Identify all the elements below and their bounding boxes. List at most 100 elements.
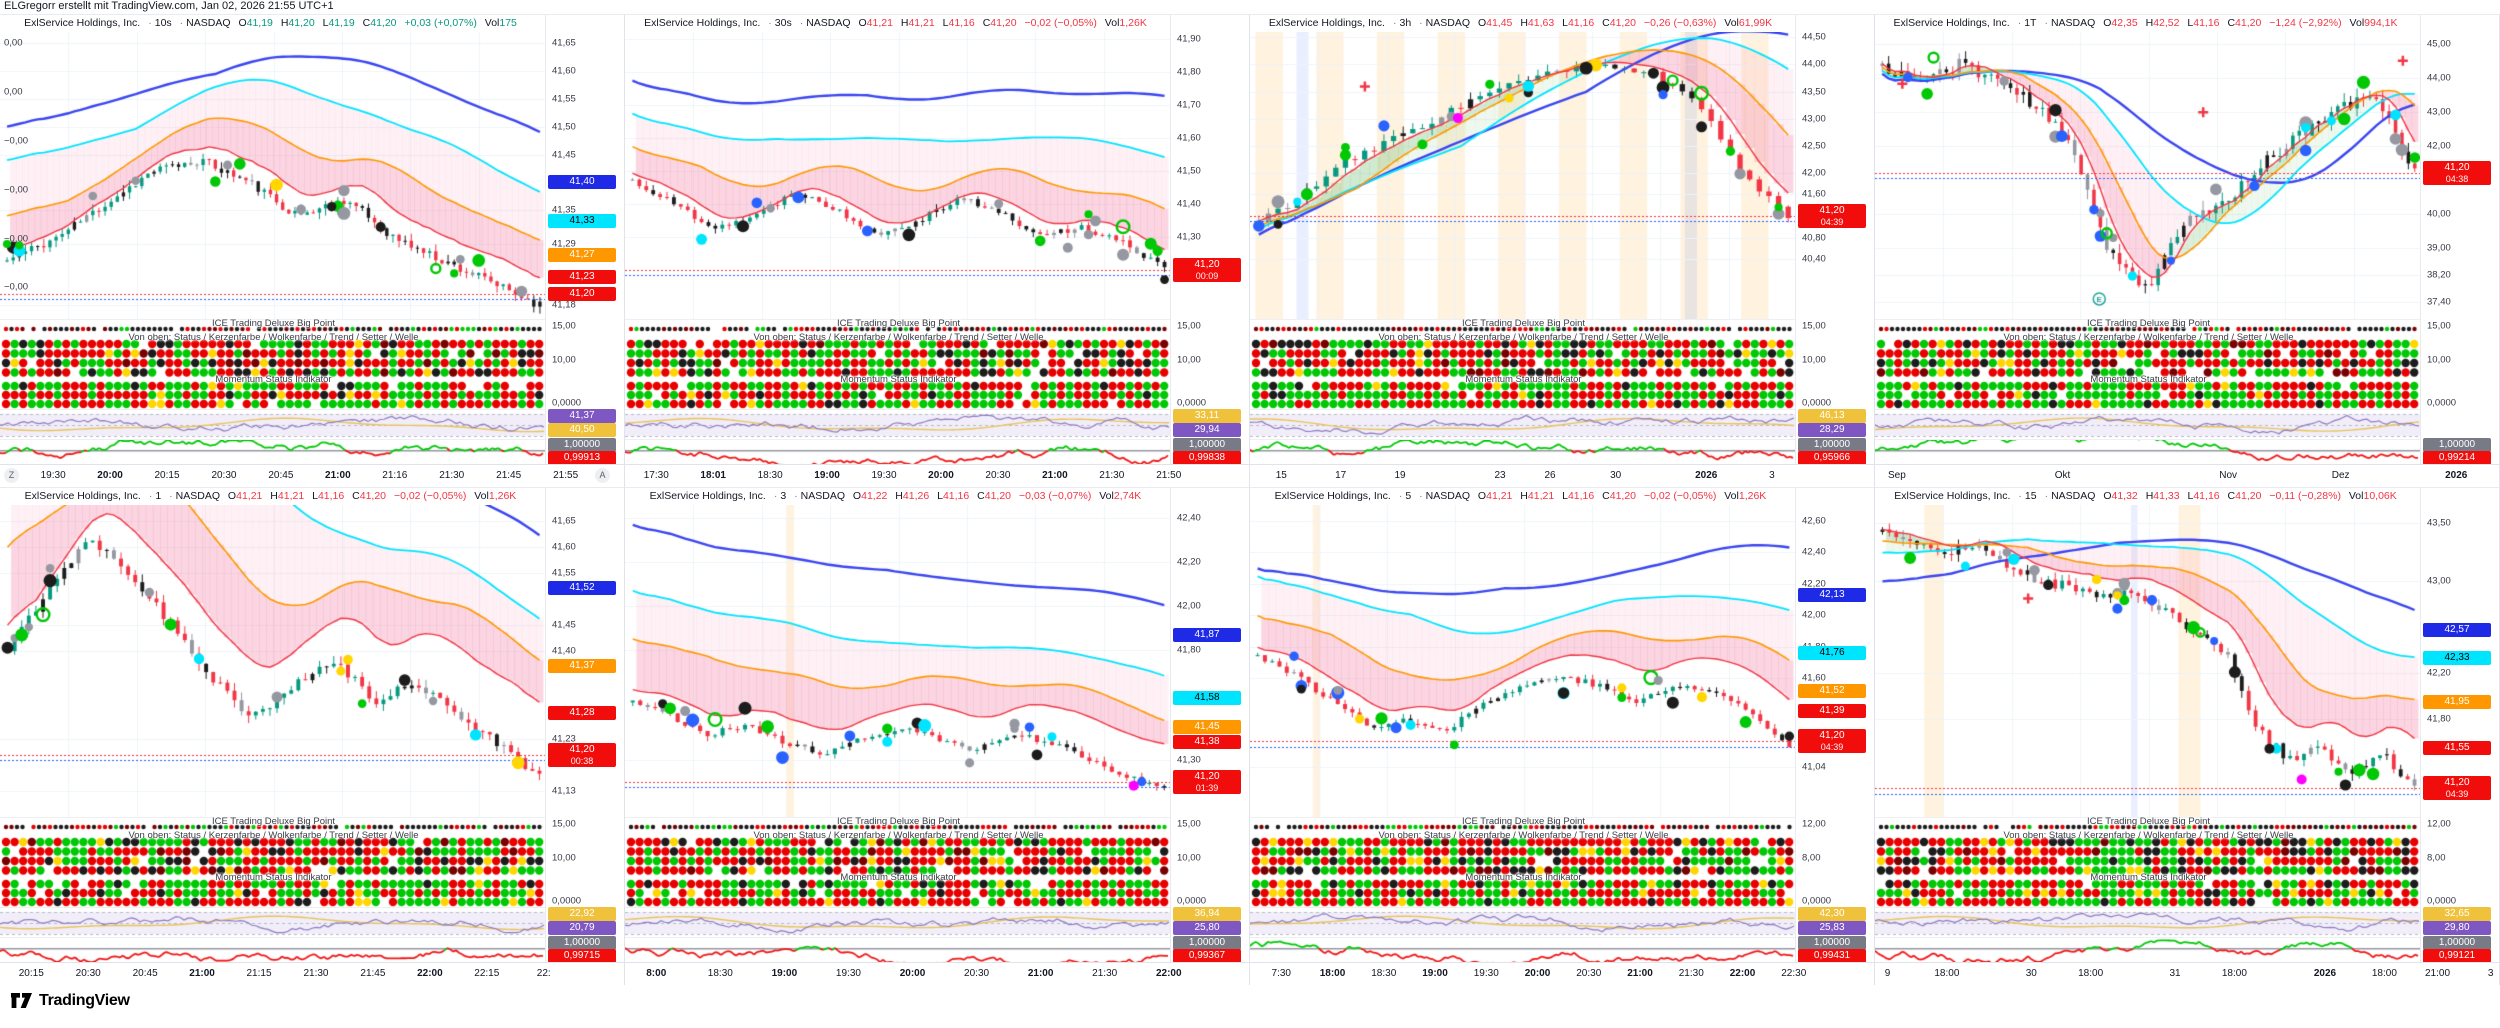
chart-legend[interactable]: ExlService Holdings, Inc. · 5 · NASDAQ O41,2… [1275, 490, 1772, 502]
chart-legend[interactable]: ExlService Holdings, Inc. · 1 · NASDAQ O41,2… [25, 490, 522, 502]
price-tick: 41,80 [2427, 713, 2451, 725]
band-oscillator-canvas[interactable] [1875, 409, 2422, 440]
indicator-tick: 0,0000 [552, 895, 582, 907]
timezone-button[interactable]: Z [4, 468, 19, 483]
price-scale[interactable]: 41,65 41,60 41,55 41,50 41,45 41,35 41,29 41,18… [545, 15, 624, 487]
line-oscillator-canvas[interactable] [1250, 937, 1797, 965]
chart-legend[interactable]: ExlService Holdings, Inc. · 30s · NASDAQ O41… [644, 17, 1152, 29]
price-badge-red: 41,39 [1798, 704, 1866, 719]
band-oscillator-canvas[interactable] [0, 409, 547, 440]
price-badge-red: 41,20 04:39 [1798, 729, 1866, 754]
high-value: 41,26 [902, 490, 930, 502]
chart-legend[interactable]: ExlService Holdings, Inc. · 15 · NASDAQ O41,… [1894, 490, 2402, 502]
band-oscillator-canvas[interactable] [1250, 907, 1797, 938]
time-scale[interactable]: 15 17 19 23 26 30 2026 3 [1250, 464, 1874, 487]
band-oscillator-canvas[interactable] [1250, 409, 1797, 440]
legend-separator: · [169, 490, 173, 502]
chart-legend[interactable]: ExlService Holdings, Inc. · 3h · NASDAQ O41,… [1269, 17, 1777, 29]
price-badge-label: 41,20 [569, 287, 595, 299]
time-tick: Okt [2054, 470, 2071, 481]
time-scale[interactable]: 19:30 20:00 20:15 20:30 20:45 21:00 21:16 21:30… [0, 464, 624, 487]
tradingview-logo[interactable]: TradingView [10, 990, 130, 1011]
footer-bar: TradingView [0, 985, 2500, 1028]
band-oscillator-canvas[interactable] [625, 907, 1172, 938]
line-oscillator-canvas[interactable] [0, 439, 547, 467]
indicator-tick: 0,0000 [2427, 895, 2457, 907]
time-scale[interactable]: 17:30 18:01 18:30 19:00 19:30 20:00 20:30 21:00… [625, 464, 1249, 487]
price-pane-canvas[interactable] [1875, 32, 2422, 319]
oscillator-badge-gray: 1,00000 [548, 936, 616, 950]
time-tick: 22:15 [474, 968, 500, 979]
price-scale[interactable]: 42,40 42,20 42,00 41,80 41,30 41,87 41,58 41,45… [1170, 488, 1249, 985]
close-value: 41,20 [370, 17, 397, 29]
chart-row-bottom: ExlService Holdings, Inc. · 1 · NASDAQ O41,2… [0, 487, 2500, 985]
price-tick: 41,80 [1177, 644, 1201, 656]
time-scale[interactable]: 8:00 18:30 19:00 19:30 20:00 20:30 21:00 21:30 2… [625, 962, 1249, 985]
price-pane-canvas[interactable] [0, 32, 547, 319]
time-tick: 2026 [2445, 470, 2468, 481]
line-oscillator-canvas[interactable] [0, 937, 547, 965]
indicator-dots-canvas[interactable] [1875, 319, 2422, 410]
price-pane-canvas[interactable] [625, 505, 1172, 817]
time-tick: 30 [2025, 968, 2037, 979]
chart-legend[interactable]: ExlService Holdings, Inc. · 1T · NASDAQ O42,… [1894, 17, 2403, 29]
price-scale[interactable]: 41,90 41,80 41,70 41,60 41,50 41,40 41,30 41,20… [1170, 15, 1249, 487]
price-pane-canvas[interactable] [1875, 505, 2422, 817]
left-axis-label: 0,00 [4, 86, 23, 98]
time-scale[interactable]: 7:30 18:00 18:30 19:00 19:30 20:00 20:30 21:00 2… [1250, 962, 1874, 985]
price-tick: 41,18 [552, 299, 576, 311]
price-tick: 41,50 [1177, 165, 1201, 177]
indicator-dots-canvas[interactable] [625, 319, 1172, 410]
price-badge-red: 41,20 00:38 [548, 742, 616, 767]
band-oscillator-canvas[interactable] [625, 409, 1172, 440]
indicator-title-big-point: ICE Trading Deluxe Big Point [2086, 318, 2211, 329]
price-scale[interactable]: 44,50 44,00 43,50 43,00 42,50 42,00 41,60 40,80… [1795, 15, 1874, 487]
indicator-tick: 12,00 [1802, 818, 1826, 830]
price-pane-canvas[interactable] [0, 505, 547, 817]
line-oscillator-canvas[interactable] [625, 937, 1172, 965]
price-scale[interactable]: 43,50 43,00 42,20 41,80 42,57 42,33 41,95 41,55… [2420, 488, 2499, 985]
time-tick: 3 [2487, 968, 2494, 979]
price-pane-canvas[interactable] [625, 32, 1172, 319]
price-pane-canvas[interactable] [1250, 32, 1797, 319]
legend-separator: · [1419, 490, 1423, 502]
close-value: 41,20 [359, 490, 387, 502]
price-tick: 41,60 [1802, 672, 1826, 684]
time-scale[interactable]: 20:15 20:30 20:45 21:00 21:15 21:30 21:45 22:00… [0, 962, 624, 985]
band-oscillator-canvas[interactable] [0, 907, 547, 938]
chart-legend[interactable]: ExlService Holdings, Inc. · 3 · NASDAQ O41,2… [650, 490, 1147, 502]
time-scale[interactable]: 9 18:00 30 18:00 31 18:00 2026 18:00 21:00 3 [1875, 962, 2499, 985]
price-pane-canvas[interactable] [1250, 505, 1797, 817]
indicator-dots-canvas[interactable] [1250, 817, 1797, 908]
indicator-dots-canvas[interactable] [0, 319, 547, 410]
indicator-dots-canvas[interactable] [0, 817, 547, 908]
band-oscillator-canvas[interactable] [1875, 907, 2422, 938]
line-oscillator-canvas[interactable] [625, 439, 1172, 467]
left-axis-label: −0,00 [4, 135, 29, 147]
high-value: 41,21 [277, 490, 305, 502]
price-scale[interactable]: 45,00 44,00 43,00 42,00 40,00 39,00 38,20 37,40… [2420, 15, 2499, 487]
price-badge-label: 41,45 [1194, 720, 1220, 732]
price-badge-cyan: 41,33 [548, 214, 616, 229]
indicator-dots-canvas[interactable] [1875, 817, 2422, 908]
close-prefix: C [977, 490, 985, 502]
indicator-dots-canvas[interactable] [1250, 319, 1797, 410]
price-badge-red: 41,38 [1173, 735, 1241, 750]
exchange-label: NASDAQ [186, 17, 231, 29]
price-tick: 41,35 [552, 204, 576, 216]
close-value: 41,20 [1609, 490, 1637, 502]
auto-scale-button[interactable]: A [595, 468, 610, 483]
price-badge-red: 41,55 [2423, 740, 2491, 755]
indicator-dots-canvas[interactable] [625, 817, 1172, 908]
price-scale[interactable]: 41,65 41,60 41,55 41,45 41,40 41,23 41,13 41,52… [545, 488, 624, 985]
price-tick: 41,45 [552, 619, 576, 631]
line-oscillator-canvas[interactable] [1875, 937, 2422, 965]
line-oscillator-canvas[interactable] [1875, 439, 2422, 467]
line-oscillator-canvas[interactable] [1250, 439, 1797, 467]
time-scale[interactable]: Sep Okt Nov Dez 2026 [1875, 464, 2499, 487]
price-scale[interactable]: 42,6042,4042,2042,0041,8041,6041,0442,13… [1795, 488, 1874, 985]
chart-legend[interactable]: ExlService Holdings, Inc. · 10s · NASDAQ O41… [24, 17, 522, 29]
low-value: 41,16 [948, 17, 975, 29]
indicator-subtitle-von-oben: Von oben: Status / Kerzenfarbe / Wolkenf… [1378, 332, 1669, 343]
timeframe-label: 3 [780, 490, 787, 502]
